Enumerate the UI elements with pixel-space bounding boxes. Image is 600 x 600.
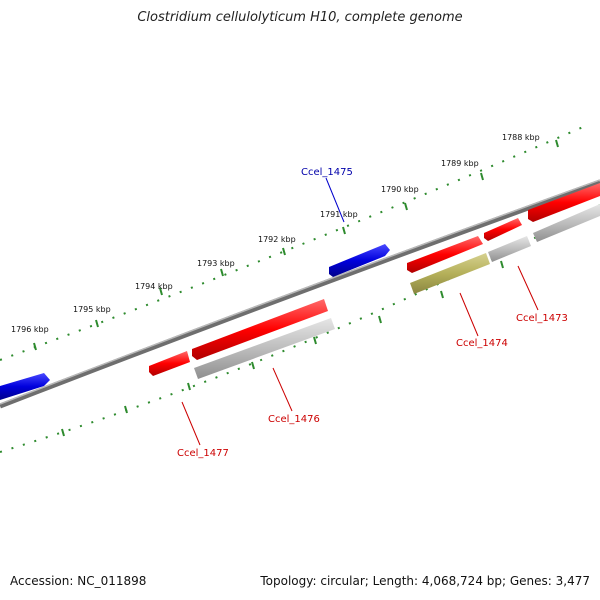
gene-label-ccel-1477[interactable]: Ccel_1477 [177, 448, 229, 459]
leader-ccel-1474 [459, 292, 479, 337]
genome-backbone [0, 179, 600, 409]
accession-text: Accession: NC_011898 [10, 574, 147, 588]
gene-left-blue-arrow[interactable] [0, 373, 50, 400]
gene-ccel-1476-arrow[interactable] [192, 299, 328, 360]
gene-label-ccel-1473[interactable]: Ccel_1473 [516, 313, 568, 324]
gene-ccel-1473-arrow[interactable] [528, 183, 600, 222]
gene-ccel-1474-part-a-arrow[interactable] [484, 218, 522, 241]
feature-bar-1474-olive[interactable] [410, 253, 490, 294]
leader-ccel-1476 [272, 367, 293, 412]
feature-bar-1474b[interactable] [488, 236, 531, 262]
genome-summary-text: Topology: circular; Length: 4,068,724 bp… [260, 574, 590, 588]
tick-label-1792: 1792 kbp [258, 235, 296, 244]
leader-ccel-1477 [181, 401, 201, 446]
gene-label-ccel-1475[interactable]: Ccel_1475 [301, 167, 353, 178]
tick-label-1793: 1793 kbp [197, 259, 235, 268]
leader-ccel-1473 [517, 265, 539, 311]
gene-ccel-1475-arrow[interactable] [329, 244, 390, 277]
tick-label-1789: 1789 kbp [441, 159, 479, 168]
map-title: Clostridium cellulolyticum H10, complete… [137, 10, 463, 25]
tick-label-1796: 1796 kbp [11, 325, 49, 334]
gene-label-ccel-1476[interactable]: Ccel_1476 [268, 414, 320, 425]
feature-bar-1476[interactable] [194, 318, 335, 379]
tick-label-1788: 1788 kbp [502, 133, 540, 142]
gene-ccel-1477-arrow[interactable] [149, 351, 190, 376]
leader-ccel-1475 [325, 177, 345, 223]
gene-ccel-1474-arrow[interactable] [407, 236, 483, 273]
tick-label-1791: 1791 kbp [320, 210, 358, 219]
tick-label-1790: 1790 kbp [381, 185, 419, 194]
outer-major-ticks [33, 139, 559, 351]
tick-label-1794: 1794 kbp [135, 282, 173, 291]
gene-label-ccel-1474[interactable]: Ccel_1474 [456, 338, 508, 349]
feature-bar-1473[interactable] [533, 204, 600, 242]
tick-label-1795: 1795 kbp [73, 305, 111, 314]
